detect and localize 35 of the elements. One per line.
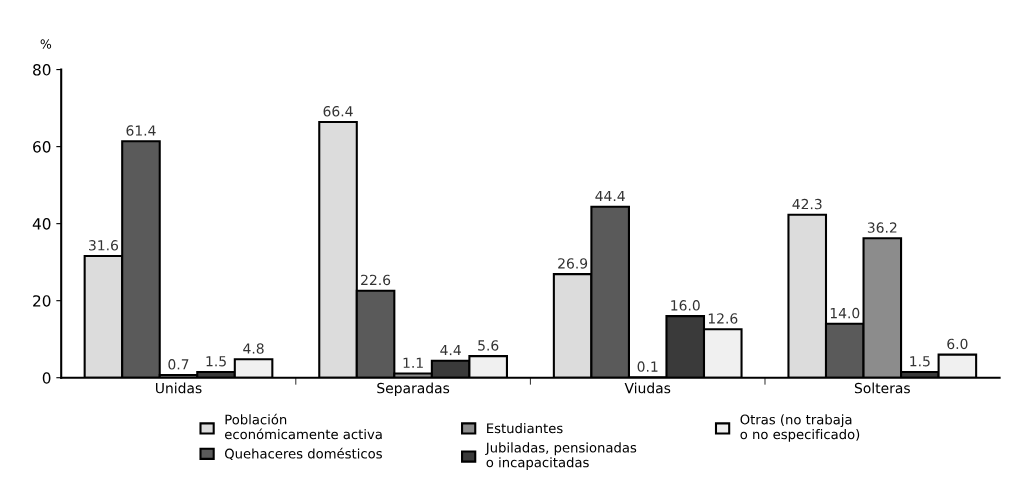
x-tick-label: Solteras [854,382,910,394]
legend-label: Quehaceres domésticos [224,447,382,461]
x-tick-label: Unidas [156,382,202,394]
data-label: 44.4 [595,190,625,202]
data-label: 0.1 [637,361,658,372]
data-label: 14.0 [830,307,860,319]
y-tick-label: 60 [33,141,51,153]
data-label: 31.6 [89,240,119,251]
data-label: 0.7 [168,359,189,370]
legend-label: Jubiladas, pensionadas o incapacitadas [485,442,637,470]
y-tick-label: 0 [42,372,51,384]
data-label: 42.3 [792,198,822,210]
data-label: 4.8 [243,343,264,354]
y-axis-title: % [40,39,52,49]
data-label: 4.4 [440,344,461,356]
data-label: 26.9 [558,258,588,269]
legend-label: Población económicamente activa [224,413,382,440]
x-tick-label: Separadas [377,382,450,397]
data-label: 16.0 [671,300,700,311]
data-label: 12.6 [708,313,738,324]
data-label: 5.6 [478,340,499,351]
data-label: 1.5 [206,356,226,367]
data-label: 36.2 [867,222,897,233]
data-label: 6.0 [947,338,968,350]
data-label: 61.4 [126,125,156,136]
y-tick-label: 80 [33,64,51,76]
data-label: 1.5 [910,356,930,367]
legend-label: Otras (no trabaja o no especificado) [740,414,860,442]
legend-label: Estudiantes [487,423,563,434]
data-label: 22.6 [361,274,391,286]
y-tick-label: 40 [32,218,51,230]
data-label: 66.4 [323,105,353,117]
x-tick-label: Viudas [624,382,671,394]
data-label: 1.1 [403,357,423,368]
y-tick-label: 20 [33,295,51,307]
